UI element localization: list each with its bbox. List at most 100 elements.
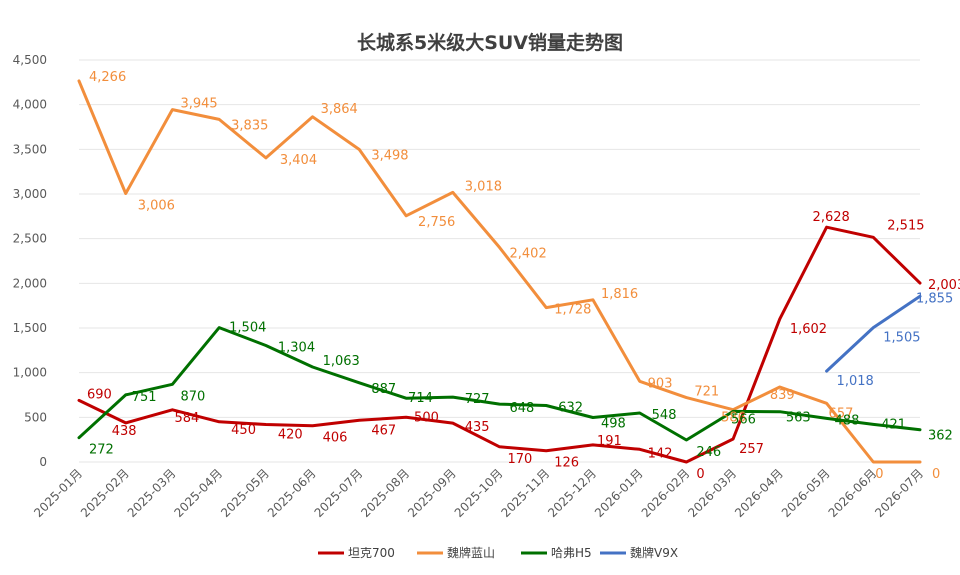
- x-tick-label: 2025-11月: [499, 466, 553, 520]
- x-tick-label: 2025-07月: [312, 466, 366, 520]
- data-label: 467: [371, 423, 396, 438]
- data-label: 903: [648, 376, 673, 391]
- data-label: 1,505: [883, 331, 920, 346]
- data-labels: 690 438 584 450 420 406 467 500 435 170 126 191 142 0…: [87, 70, 960, 482]
- data-label: 1,018: [837, 374, 874, 389]
- series-line: [77, 326, 922, 442]
- x-tick-label: 2025-09月: [405, 466, 459, 520]
- data-label: 191: [597, 434, 622, 449]
- data-label: 2,003: [928, 278, 960, 293]
- series-lines: [77, 79, 922, 464]
- data-label: 839: [770, 388, 795, 403]
- data-label: 488: [835, 413, 860, 428]
- y-tick-label: 2,000: [13, 276, 47, 290]
- y-tick-label: 0: [39, 455, 47, 469]
- data-label: 721: [694, 385, 719, 400]
- data-label: 566: [731, 412, 756, 427]
- x-tick-label: 2025-04月: [171, 466, 225, 520]
- series-line: [77, 225, 922, 464]
- data-label: 450: [231, 423, 256, 438]
- data-label: 4,266: [89, 70, 126, 85]
- y-tick-label: 500: [24, 410, 47, 424]
- data-label: 3,835: [231, 118, 268, 133]
- x-tick-label: 2026-03月: [685, 466, 739, 520]
- legend: 坦克700 魏牌蓝山 哈弗H5 魏牌V9X: [318, 545, 678, 560]
- data-label: 362: [928, 429, 953, 444]
- data-label: 3,018: [465, 179, 502, 194]
- data-label: 170: [508, 452, 533, 467]
- data-label: 714: [408, 391, 433, 406]
- data-label: 3,404: [280, 153, 317, 168]
- y-tick-label: 1,500: [13, 321, 47, 335]
- x-tick-label: 2025-01月: [31, 466, 85, 520]
- y-tick-label: 3,000: [13, 187, 47, 201]
- y-tick-label: 4,500: [13, 53, 47, 67]
- data-label: 0: [875, 467, 883, 482]
- data-label: 500: [414, 410, 439, 425]
- data-label: 2,515: [887, 218, 924, 233]
- data-label: 548: [652, 408, 677, 423]
- data-label: 887: [371, 382, 396, 397]
- data-label: 257: [739, 442, 764, 457]
- y-axis: 0 500 1,000 1,500 2,000 2,500 3,000 3,500 4,000 4…: [13, 53, 47, 469]
- data-label: 1,816: [601, 287, 638, 302]
- data-label: 1,304: [278, 341, 315, 356]
- data-label: 3,945: [180, 97, 217, 112]
- data-label: 632: [558, 401, 583, 416]
- x-tick-label: 2025-08月: [358, 466, 412, 520]
- chart-title: 长城系5米级大SUV销量走势图: [357, 31, 623, 54]
- x-axis: 2025-01月2025-02月2025-03月2025-04月2025-05月…: [31, 466, 926, 520]
- x-tick-label: 2026-04月: [732, 466, 786, 520]
- data-label: 648: [510, 401, 535, 416]
- data-label: 126: [554, 456, 579, 471]
- data-label: 563: [786, 411, 811, 426]
- legend-label: 魏牌蓝山: [447, 545, 495, 560]
- data-label: 1,602: [790, 322, 827, 337]
- x-tick-label: 2026-02月: [639, 466, 693, 520]
- legend-label: 坦克700: [348, 546, 395, 560]
- y-tick-label: 3,500: [13, 142, 47, 156]
- data-label: 435: [465, 420, 490, 435]
- data-label: 657: [829, 406, 854, 421]
- x-tick-label: 2025-06月: [265, 466, 319, 520]
- x-tick-label: 2025-05月: [218, 466, 272, 520]
- data-label: 406: [323, 431, 348, 446]
- data-label: 751: [132, 390, 157, 405]
- x-tick-label: 2026-05月: [779, 466, 833, 520]
- legend-label: 魏牌V9X: [630, 545, 678, 560]
- y-tick-label: 4,000: [13, 98, 47, 112]
- data-label: 142: [648, 446, 673, 461]
- legend-label: 哈弗H5: [551, 546, 592, 560]
- y-tick-label: 2,500: [13, 232, 47, 246]
- x-tick-label: 2025-02月: [78, 466, 132, 520]
- data-label: 272: [89, 443, 114, 458]
- data-label: 870: [180, 389, 205, 404]
- data-label: 438: [112, 424, 137, 439]
- data-label: 1,063: [323, 354, 360, 369]
- data-label: 584: [174, 411, 199, 426]
- data-label: 3,498: [371, 149, 408, 164]
- data-label: 420: [278, 427, 303, 442]
- data-label: 3,864: [321, 102, 358, 117]
- data-label: 0: [932, 467, 940, 482]
- data-label: 2,628: [813, 210, 850, 225]
- data-label: 586: [721, 411, 746, 426]
- data-label: 2,756: [418, 215, 455, 230]
- data-label: 421: [881, 417, 906, 432]
- data-label: 690: [87, 387, 112, 402]
- data-label: 3,006: [138, 198, 175, 213]
- series-line: [825, 294, 922, 373]
- data-label: 1,504: [229, 321, 266, 336]
- x-tick-label: 2026-01月: [592, 466, 646, 520]
- x-tick-label: 2025-12月: [545, 466, 599, 520]
- data-label: 498: [601, 417, 626, 432]
- data-label: 2,402: [510, 246, 547, 261]
- data-label: 1,855: [916, 291, 953, 306]
- y-tick-label: 1,000: [13, 366, 47, 380]
- data-label: 727: [465, 392, 490, 407]
- data-label: 0: [696, 467, 704, 482]
- data-label: 246: [696, 445, 721, 460]
- x-tick-label: 2025-03月: [125, 466, 179, 520]
- x-tick-label: 2026-06月: [826, 466, 880, 520]
